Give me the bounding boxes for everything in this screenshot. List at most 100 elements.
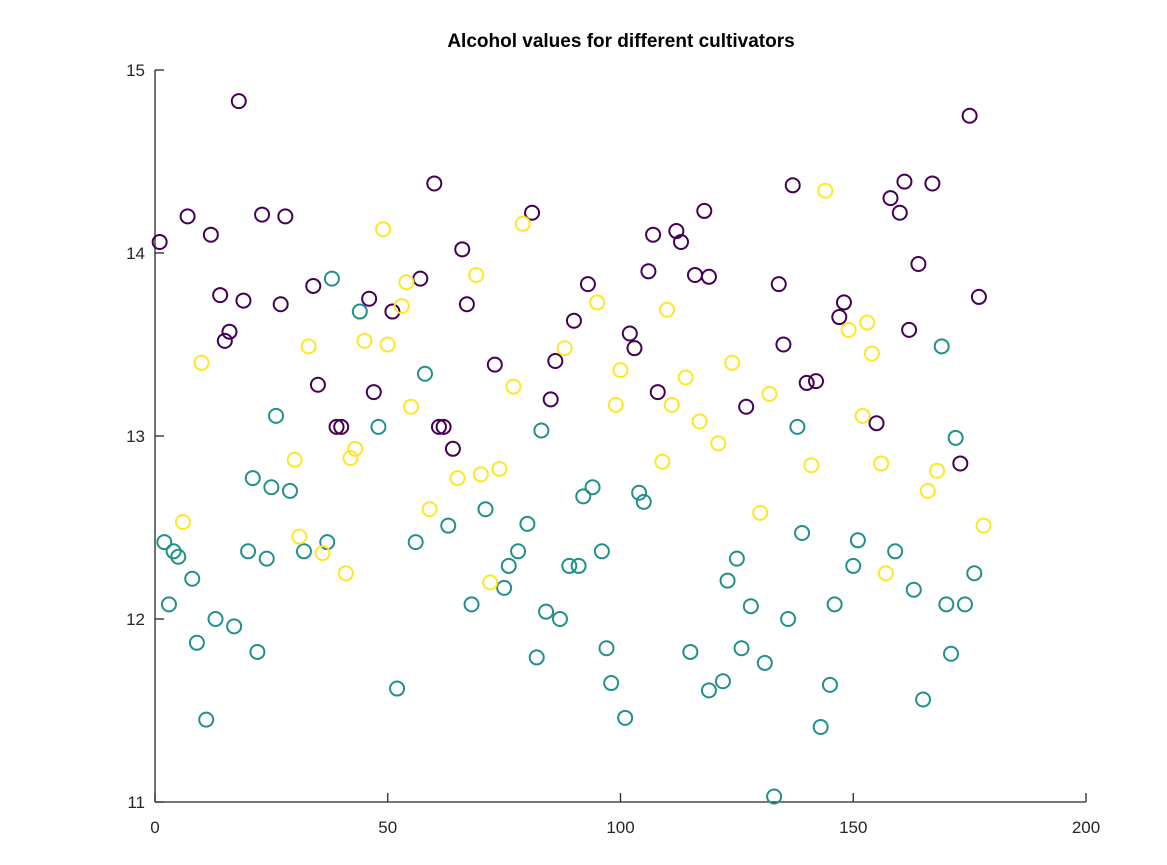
data-point — [565, 312, 582, 329]
x-tick-label: 200 — [1072, 818, 1100, 837]
data-point — [514, 215, 531, 232]
data-point — [845, 557, 862, 574]
data-point — [524, 204, 541, 221]
data-point — [593, 543, 610, 560]
data-point — [547, 352, 564, 369]
data-point — [761, 385, 778, 402]
data-point — [803, 457, 820, 474]
data-point — [840, 321, 857, 338]
data-point — [915, 691, 932, 708]
x-tick-label: 150 — [839, 818, 867, 837]
data-point — [379, 336, 396, 353]
data-point — [533, 422, 550, 439]
data-point — [435, 418, 452, 435]
data-point — [947, 429, 964, 446]
data-point — [156, 534, 173, 551]
data-point — [714, 673, 731, 690]
data-point — [617, 709, 634, 726]
y-tick-label: 13 — [126, 427, 145, 446]
data-point — [542, 391, 559, 408]
data-point — [249, 643, 266, 660]
data-point — [337, 565, 354, 582]
data-point — [952, 455, 969, 472]
data-point — [263, 479, 280, 496]
data-point — [901, 321, 918, 338]
data-point — [561, 557, 578, 574]
chart-title: Alcohol values for different cultivators — [447, 31, 794, 52]
data-point — [458, 296, 475, 313]
data-point — [919, 482, 936, 499]
data-point — [365, 384, 382, 401]
data-point — [821, 676, 838, 693]
axes: 0 50 100 150 200 11 12 13 14 15 — [126, 61, 1100, 837]
data-point — [398, 274, 415, 291]
data-point — [226, 618, 243, 635]
data-point — [510, 543, 527, 560]
data-point — [896, 173, 913, 190]
data-point — [356, 332, 373, 349]
data-point — [188, 634, 205, 651]
data-point — [863, 345, 880, 362]
data-point — [375, 221, 392, 238]
data-point — [416, 365, 433, 382]
x-tick-label: 100 — [606, 818, 634, 837]
data-point — [659, 301, 676, 318]
data-point — [798, 374, 815, 391]
data-point — [412, 270, 429, 287]
data-point — [235, 292, 252, 309]
data-point — [174, 514, 191, 531]
data-point — [663, 396, 680, 413]
data-point — [575, 488, 592, 505]
data-point — [500, 557, 517, 574]
data-point — [454, 241, 471, 258]
data-point — [868, 415, 885, 432]
data-point — [756, 654, 773, 671]
data-point — [887, 543, 904, 560]
data-point — [240, 543, 257, 560]
data-point — [496, 579, 513, 596]
data-point — [673, 234, 690, 251]
data-point — [202, 226, 219, 243]
data-point — [710, 435, 727, 452]
series-2 — [156, 270, 983, 805]
data-point — [584, 479, 601, 496]
data-point — [221, 323, 238, 340]
data-point — [956, 596, 973, 613]
data-point — [784, 177, 801, 194]
data-point — [612, 362, 629, 379]
data-point — [891, 204, 908, 221]
data-point — [328, 418, 345, 435]
data-point — [268, 407, 285, 424]
data-point — [179, 208, 196, 225]
data-point — [170, 548, 187, 565]
data-point — [254, 206, 271, 223]
data-point — [626, 340, 643, 357]
data-point — [193, 354, 210, 371]
data-point — [212, 287, 229, 304]
data-point — [579, 276, 596, 293]
data-point — [686, 266, 703, 283]
data-point — [449, 470, 466, 487]
data-point — [812, 718, 829, 735]
data-point — [160, 596, 177, 613]
y-tick-label: 11 — [127, 793, 145, 812]
data-point — [351, 303, 368, 320]
data-point — [700, 682, 717, 699]
data-point — [230, 93, 247, 110]
data-point — [281, 482, 298, 499]
data-point — [943, 645, 960, 662]
data-point — [272, 296, 289, 313]
data-point — [970, 288, 987, 305]
data-point — [975, 517, 992, 534]
data-point — [873, 455, 890, 472]
data-point — [244, 470, 261, 487]
data-point — [291, 528, 308, 545]
data-point — [389, 680, 406, 697]
y-tick-label: 12 — [126, 610, 145, 629]
data-point — [924, 175, 941, 192]
data-point — [933, 338, 950, 355]
data-point — [961, 107, 978, 124]
data-point — [849, 532, 866, 549]
data-point — [589, 294, 606, 311]
data-point — [682, 643, 699, 660]
